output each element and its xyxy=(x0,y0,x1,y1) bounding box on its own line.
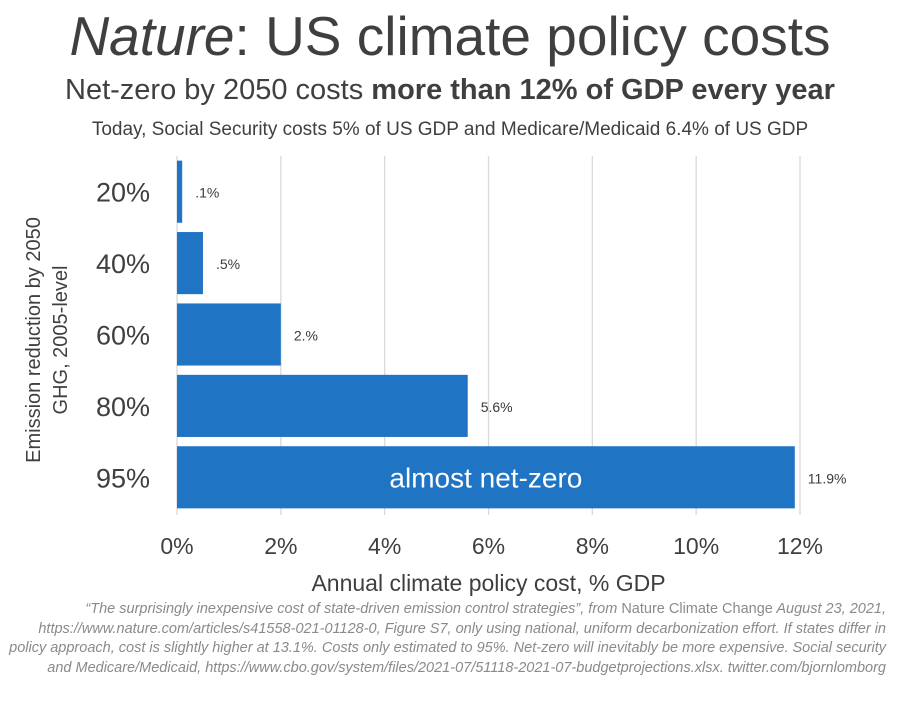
data-label-4: 11.9% xyxy=(808,470,847,486)
data-label-2: 2.% xyxy=(294,328,318,344)
data-label-3: 5.6% xyxy=(481,399,513,415)
bar-1 xyxy=(177,232,203,295)
data-label-0: .1% xyxy=(195,185,219,201)
x-tick-label-3: 6% xyxy=(472,533,505,559)
comparison-note: Today, Social Security costs 5% of US GD… xyxy=(91,119,809,140)
x-tick-label-0: 0% xyxy=(160,533,193,559)
bar-chart: 20% .1% 40% .5% 60% 2.% 80% 5.6% 95% 11.9% almost … xyxy=(23,156,847,596)
category-label-1: 40% xyxy=(96,249,150,279)
x-tick-label-4: 8% xyxy=(576,533,609,559)
y-axis-label-line-0: Emission reduction by 2050 xyxy=(23,217,45,463)
category-label-4: 95% xyxy=(96,463,150,493)
chart-title: Nature: US climate policy costs xyxy=(69,5,831,67)
bar-0 xyxy=(177,160,183,223)
bar-4 xyxy=(177,446,795,509)
chart-subtitle: Net-zero by 2050 costs more than 12% of … xyxy=(65,74,835,106)
x-axis-label: Annual climate policy cost, % GDP xyxy=(311,570,665,596)
bar-3 xyxy=(177,374,468,437)
x-tick-label-2: 4% xyxy=(368,533,401,559)
x-tick-label-1: 2% xyxy=(264,533,297,559)
x-tick-label-6: 12% xyxy=(777,533,823,559)
bar-2 xyxy=(177,303,281,366)
x-tick-label-5: 10% xyxy=(673,533,719,559)
category-label-0: 20% xyxy=(96,178,150,208)
source-note: “The surprisingly inexpensive cost of st… xyxy=(9,601,886,676)
bar-annotation: almost net-zero xyxy=(389,462,582,493)
category-label-3: 80% xyxy=(96,392,150,422)
data-label-1: .5% xyxy=(216,256,240,272)
category-label-2: 60% xyxy=(96,321,150,351)
y-axis-label-line-1: GHG, 2005-level xyxy=(50,266,72,415)
